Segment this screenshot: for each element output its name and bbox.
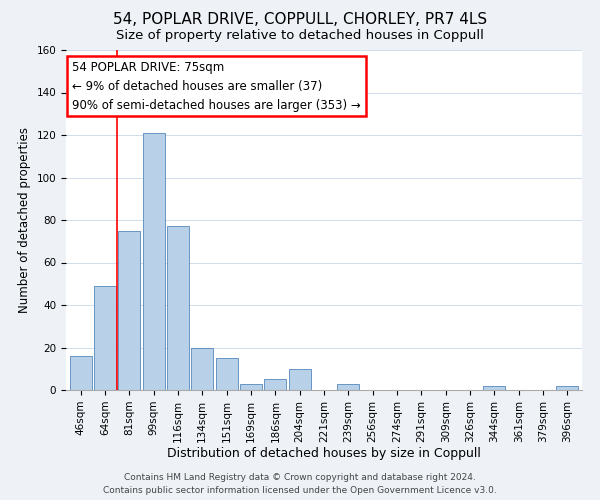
Bar xyxy=(215,358,238,390)
Bar xyxy=(265,380,286,390)
Bar xyxy=(70,356,92,390)
Bar xyxy=(556,386,578,390)
Text: Contains HM Land Registry data © Crown copyright and database right 2024.
Contai: Contains HM Land Registry data © Crown c… xyxy=(103,473,497,495)
Bar xyxy=(289,369,311,390)
Bar xyxy=(143,133,164,390)
Bar xyxy=(191,348,213,390)
Bar xyxy=(167,226,189,390)
Y-axis label: Number of detached properties: Number of detached properties xyxy=(18,127,31,313)
Bar xyxy=(484,386,505,390)
X-axis label: Distribution of detached houses by size in Coppull: Distribution of detached houses by size … xyxy=(167,448,481,460)
Text: 54 POPLAR DRIVE: 75sqm
← 9% of detached houses are smaller (37)
90% of semi-deta: 54 POPLAR DRIVE: 75sqm ← 9% of detached … xyxy=(72,60,361,112)
Bar xyxy=(240,384,262,390)
Bar xyxy=(94,286,116,390)
Bar xyxy=(118,230,140,390)
Text: Size of property relative to detached houses in Coppull: Size of property relative to detached ho… xyxy=(116,29,484,42)
Bar xyxy=(337,384,359,390)
Text: 54, POPLAR DRIVE, COPPULL, CHORLEY, PR7 4LS: 54, POPLAR DRIVE, COPPULL, CHORLEY, PR7 … xyxy=(113,12,487,28)
